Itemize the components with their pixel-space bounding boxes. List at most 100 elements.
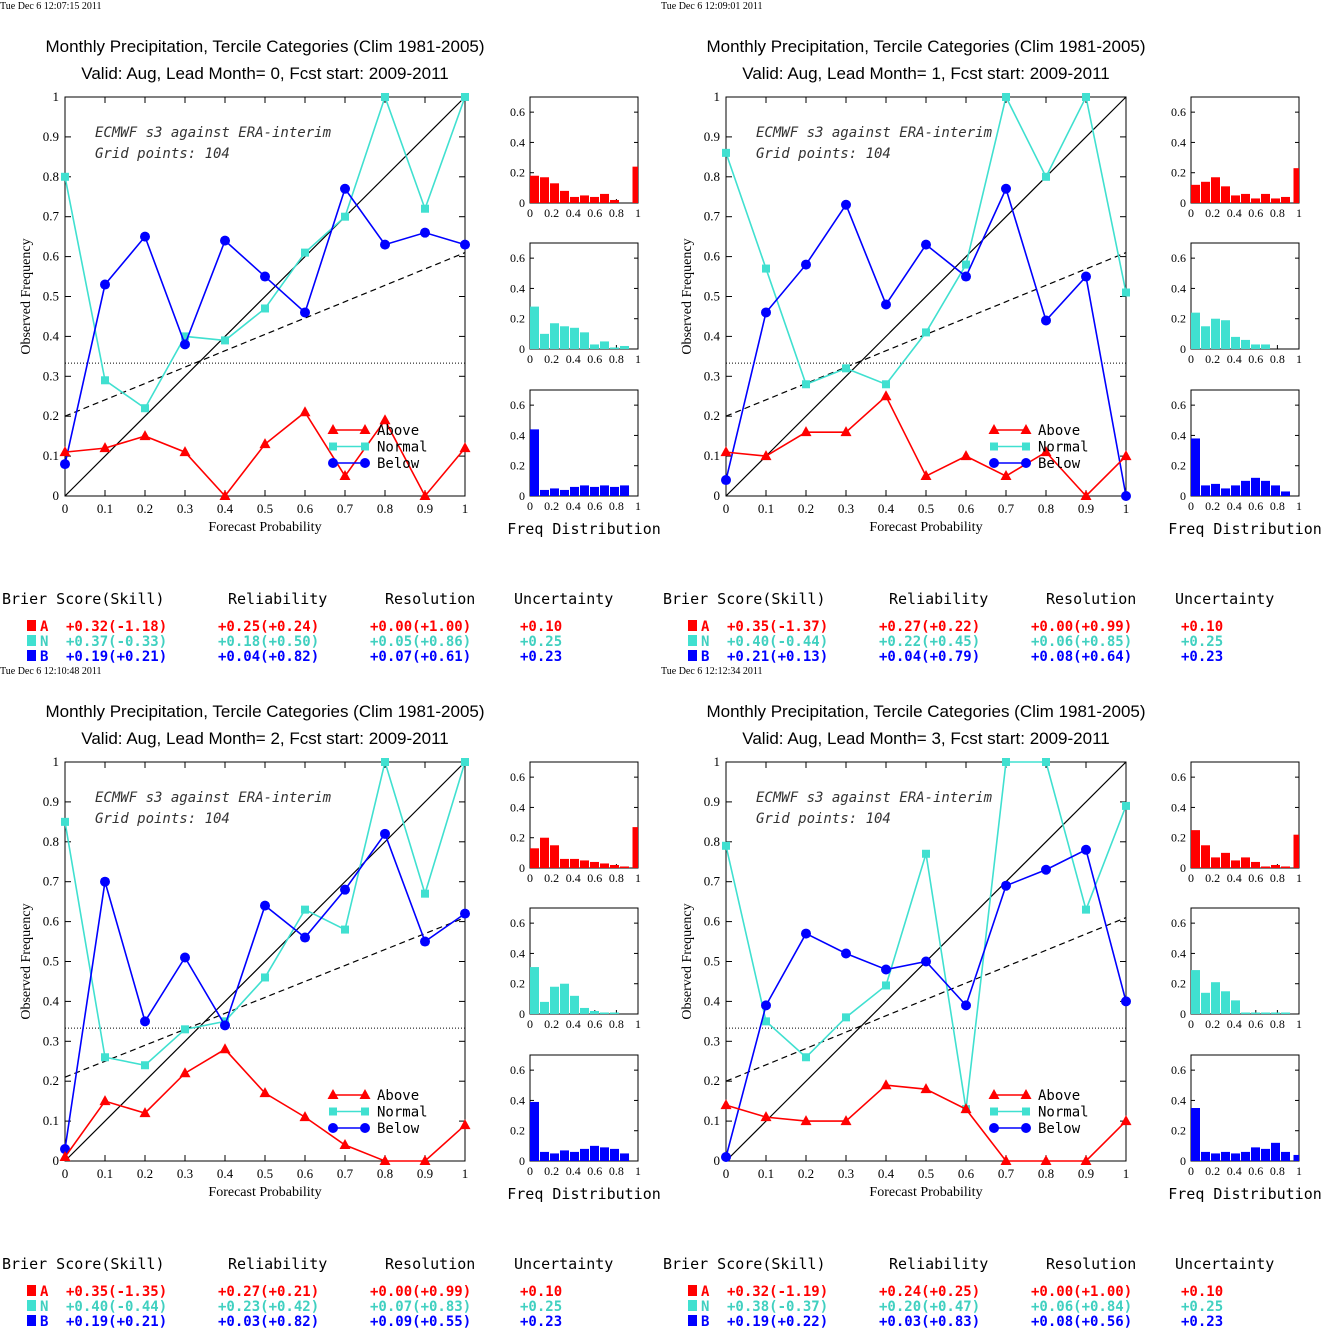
- hist-x-tick-label: 0.6: [1248, 871, 1263, 885]
- point-normal: [301, 905, 309, 914]
- hist-bar-below: [550, 488, 559, 496]
- legend-label-below: Below: [377, 1121, 420, 1137]
- x-tick-label: 0.7: [337, 1166, 354, 1181]
- point-above: [179, 446, 191, 457]
- point-normal: [181, 332, 189, 341]
- hist-x-tick-label: 0: [527, 352, 533, 366]
- x-tick-label: 0.9: [417, 501, 433, 516]
- x-tick-label: 0.4: [217, 1166, 234, 1181]
- x-tick-label: 0.8: [377, 1166, 393, 1181]
- x-tick-label: 0.8: [1038, 501, 1054, 516]
- x-tick-label: 0.1: [758, 1166, 774, 1181]
- point-above: [139, 430, 151, 441]
- x-tick-label: 0.1: [758, 501, 774, 516]
- timestamp: Tue Dec 6 12:10:48 2011: [0, 666, 101, 677]
- x-tick-label: 1: [462, 501, 469, 516]
- hist-y-tick-label: 0: [519, 1007, 525, 1021]
- x-tick-label: 0.1: [97, 1166, 113, 1181]
- score-category: B: [40, 1314, 48, 1330]
- chart-subtitle: Valid: Aug, Lead Month= 2, Fcst start: 2…: [81, 729, 448, 748]
- score-brier: +0.35(-1.35): [66, 1284, 167, 1300]
- hist-x-tick-label: 0: [527, 206, 533, 220]
- point-above: [920, 470, 932, 481]
- hist-x-tick-label: 0.6: [1248, 499, 1263, 513]
- point-above: [840, 426, 852, 437]
- hist-y-tick-label: 0: [519, 1154, 525, 1168]
- hist-x-tick-label: 0.6: [1248, 1017, 1263, 1031]
- point-above: [720, 446, 732, 457]
- x-axis-label: Forecast Probability: [208, 520, 321, 535]
- point-below: [1001, 880, 1011, 891]
- hist-x-label: Freq Distribution: [1168, 520, 1322, 538]
- score-resolution: +0.00(+1.00): [370, 619, 471, 635]
- hist-x-tick-label: 0.2: [1205, 499, 1220, 513]
- score-reliability: +0.25(+0.24): [218, 619, 319, 635]
- hist-bar-below: [1191, 438, 1200, 496]
- x-tick-label: 1: [462, 1166, 469, 1181]
- score-brier: +0.19(+0.22): [727, 1314, 828, 1330]
- hist-x-tick-label: 0: [1188, 1164, 1194, 1178]
- hist-y-tick-label: 0.4: [1171, 946, 1186, 960]
- y-tick-label: 0: [53, 1153, 60, 1168]
- y-axis-label: Observed Frequency: [19, 903, 34, 1019]
- hist-bar-below: [590, 486, 599, 496]
- hist-y-tick-label: 0.6: [1171, 916, 1186, 930]
- x-axis-label: Forecast Probability: [869, 520, 982, 535]
- y-tick-label: 0.5: [704, 954, 720, 969]
- point-below: [841, 199, 851, 210]
- score-header: Resolution: [385, 1255, 475, 1273]
- hist-y-tick-label: 0: [519, 196, 525, 210]
- hist-bar-normal: [1281, 1012, 1290, 1014]
- point-below: [881, 964, 891, 975]
- point-normal: [1042, 172, 1050, 181]
- hist-frame-below: [1190, 1054, 1300, 1162]
- hist-x-tick-label: 0.6: [1248, 352, 1263, 366]
- point-above: [800, 426, 812, 437]
- x-tick-label: 0.6: [297, 501, 314, 516]
- hist-x-tick-label: 0.4: [1227, 352, 1242, 366]
- perfect-reliability-line: [725, 96, 1127, 497]
- hist-x-tick-label: 0: [1188, 871, 1194, 885]
- legend-marker: [329, 1107, 337, 1116]
- hist-y-tick-label: 0.6: [510, 105, 525, 119]
- hist-bar-normal: [1261, 344, 1270, 349]
- score-color-box: [688, 1285, 697, 1296]
- point-above: [880, 390, 892, 401]
- point-normal: [762, 264, 770, 273]
- hist-y-tick-label: 0.2: [510, 166, 525, 180]
- point-normal: [722, 148, 730, 157]
- point-below: [60, 459, 70, 470]
- y-tick-label: 0.9: [43, 129, 59, 144]
- point-normal: [1082, 905, 1090, 914]
- y-tick-label: 0.9: [43, 794, 59, 809]
- hist-x-label: Freq Distribution: [1168, 1185, 1322, 1203]
- score-resolution: +0.06(+0.85): [1031, 634, 1132, 650]
- hist-frame-below: [529, 1054, 639, 1162]
- point-normal: [882, 380, 890, 389]
- hist-y-tick-label: 0.4: [510, 1093, 525, 1107]
- y-tick-label: 0.2: [43, 1073, 59, 1088]
- point-normal: [261, 973, 269, 982]
- hist-bar-normal: [1201, 326, 1210, 349]
- hist-y-tick-label: 0.6: [1171, 1063, 1186, 1077]
- panel-3: Tue Dec 6 12:12:34 2011 Monthly Precipita…: [661, 666, 1322, 1330]
- point-below: [180, 952, 190, 963]
- hist-x-tick-label: 0.2: [544, 352, 559, 366]
- hist-bar-normal: [1231, 1000, 1240, 1014]
- point-below: [921, 239, 931, 250]
- point-above: [299, 406, 311, 417]
- hist-bar-below: [610, 486, 619, 496]
- score-color-box: [27, 620, 36, 631]
- point-below: [721, 1152, 731, 1163]
- y-tick-label: 0.3: [43, 1033, 59, 1048]
- point-above: [960, 1103, 972, 1114]
- y-tick-label: 0.4: [704, 328, 721, 343]
- hist-y-tick-label: 0.2: [510, 831, 525, 845]
- hist-x-tick-label: 0.8: [609, 206, 624, 220]
- hist-y-tick-label: 0: [1180, 342, 1186, 356]
- legend-marker: [359, 424, 371, 434]
- legend-label-below: Below: [377, 456, 420, 472]
- point-above: [139, 1107, 151, 1118]
- perfect-reliability-line: [64, 761, 466, 1162]
- legend-marker: [1022, 442, 1030, 451]
